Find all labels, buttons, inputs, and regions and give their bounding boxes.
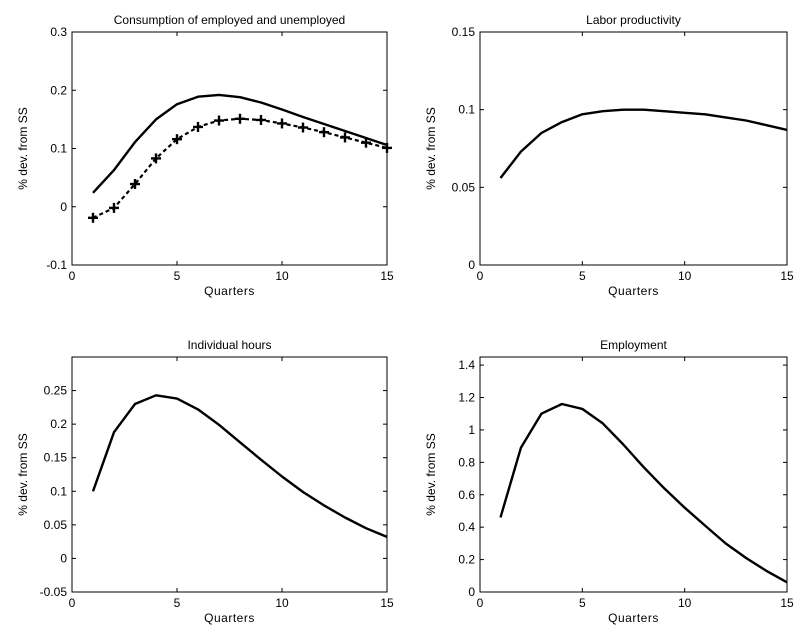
plus-marker (193, 121, 203, 132)
y-tick-label: -0.1 (46, 258, 67, 272)
plot-frame (71, 31, 388, 266)
y-tick-label: 0.2 (50, 417, 67, 431)
y-tick-label: 0.15 (44, 451, 68, 465)
x-tick-label: 10 (678, 269, 692, 283)
x-tick-label: 5 (174, 269, 181, 283)
series-line-1 (499, 108, 788, 179)
plus-marker (277, 118, 287, 129)
y-tick-label: 0 (468, 258, 475, 272)
plus-marker (361, 137, 371, 148)
y-tick-label: 0.1 (50, 484, 67, 498)
y-tick-label: 0.15 (452, 25, 476, 39)
series-line-1 (92, 93, 388, 194)
y-tick-label: -0.05 (40, 585, 68, 599)
x-tick-label: 15 (380, 596, 394, 610)
y-axis-label: % dev. from SS (424, 107, 438, 189)
x-axis-label: Quarters (608, 284, 659, 298)
x-axis-label: Quarters (204, 284, 255, 298)
chart-title: Individual hours (187, 338, 271, 352)
x-tick-label: 0 (477, 596, 484, 610)
plot-frame (479, 356, 788, 593)
y-tick-label: 1.2 (458, 391, 475, 405)
x-tick-label: 5 (579, 269, 586, 283)
y-tick-label: 0.2 (458, 553, 475, 567)
plus-marker (382, 142, 392, 153)
x-tick-label: 0 (69, 269, 76, 283)
x-tick-label: 15 (780, 269, 794, 283)
y-axis-label: % dev. from SS (16, 107, 30, 189)
y-tick-label: 0.8 (458, 455, 475, 469)
x-tick-label: 5 (579, 596, 586, 610)
y-tick-label: 0.05 (44, 518, 68, 532)
y-tick-label: 0.3 (50, 25, 67, 39)
x-tick-label: 15 (780, 596, 794, 610)
plus-marker (340, 132, 350, 143)
y-tick-label: 0 (468, 585, 475, 599)
chart-panel-3: 0 5 10 15-0.0500.050.10.150.20.25Individual… (16, 338, 394, 625)
plus-marker (214, 115, 224, 126)
plus-marker (172, 134, 182, 145)
chart-title: Labor productivity (586, 13, 681, 27)
x-axis-label: Quarters (204, 611, 255, 625)
x-tick-label: 15 (380, 269, 394, 283)
y-tick-label: 0.4 (458, 520, 475, 534)
plot-frame (71, 356, 388, 593)
plus-marker (109, 202, 119, 213)
x-tick-label: 5 (174, 596, 181, 610)
y-tick-label: 0.1 (50, 142, 67, 156)
chart-panel-4: 0 5 10 15 0 0.2 0.4 0.6 0.8 1 1.2 1.4 Employment Quar… (424, 338, 794, 625)
x-tick-label: 10 (275, 269, 289, 283)
plus-marker (151, 153, 161, 164)
chart-title: Employment (600, 338, 667, 352)
y-tick-label: 1.4 (458, 358, 475, 372)
y-tick-label: 0.05 (452, 180, 476, 194)
x-axis-label: Quarters (608, 611, 659, 625)
series-line-2 (92, 117, 388, 219)
y-tick-label: 0.6 (458, 488, 475, 502)
x-tick-label: 10 (678, 596, 692, 610)
y-tick-label: 0.25 (44, 384, 68, 398)
plus-marker (298, 122, 308, 133)
plus-marker (88, 212, 98, 223)
plus-marker (319, 127, 329, 138)
plot-frame (479, 31, 788, 266)
chart-panel-2: 0 5 10 15 0 0.05 0.1 0.15 Labor productivity Quar… (424, 13, 794, 298)
y-axis-label: % dev. from SS (424, 433, 438, 515)
y-tick-label: 0.1 (458, 103, 475, 117)
y-tick-label: 1 (468, 423, 475, 437)
x-tick-label: 0 (477, 269, 484, 283)
x-tick-label: 10 (275, 596, 289, 610)
plus-marker (235, 113, 245, 124)
plus-marker (256, 114, 266, 125)
y-tick-label: 0.2 (50, 83, 67, 97)
y-tick-label: 0 (60, 200, 67, 214)
x-tick-label: 0 (69, 596, 76, 610)
plus-marker (130, 179, 140, 190)
series-line-1 (91, 394, 388, 539)
chart-title: Consumption of employed and unemployed (114, 13, 345, 27)
series-line-1 (499, 402, 788, 584)
y-tick-label: 0 (60, 551, 67, 565)
y-axis-label: % dev. from SS (16, 433, 30, 515)
